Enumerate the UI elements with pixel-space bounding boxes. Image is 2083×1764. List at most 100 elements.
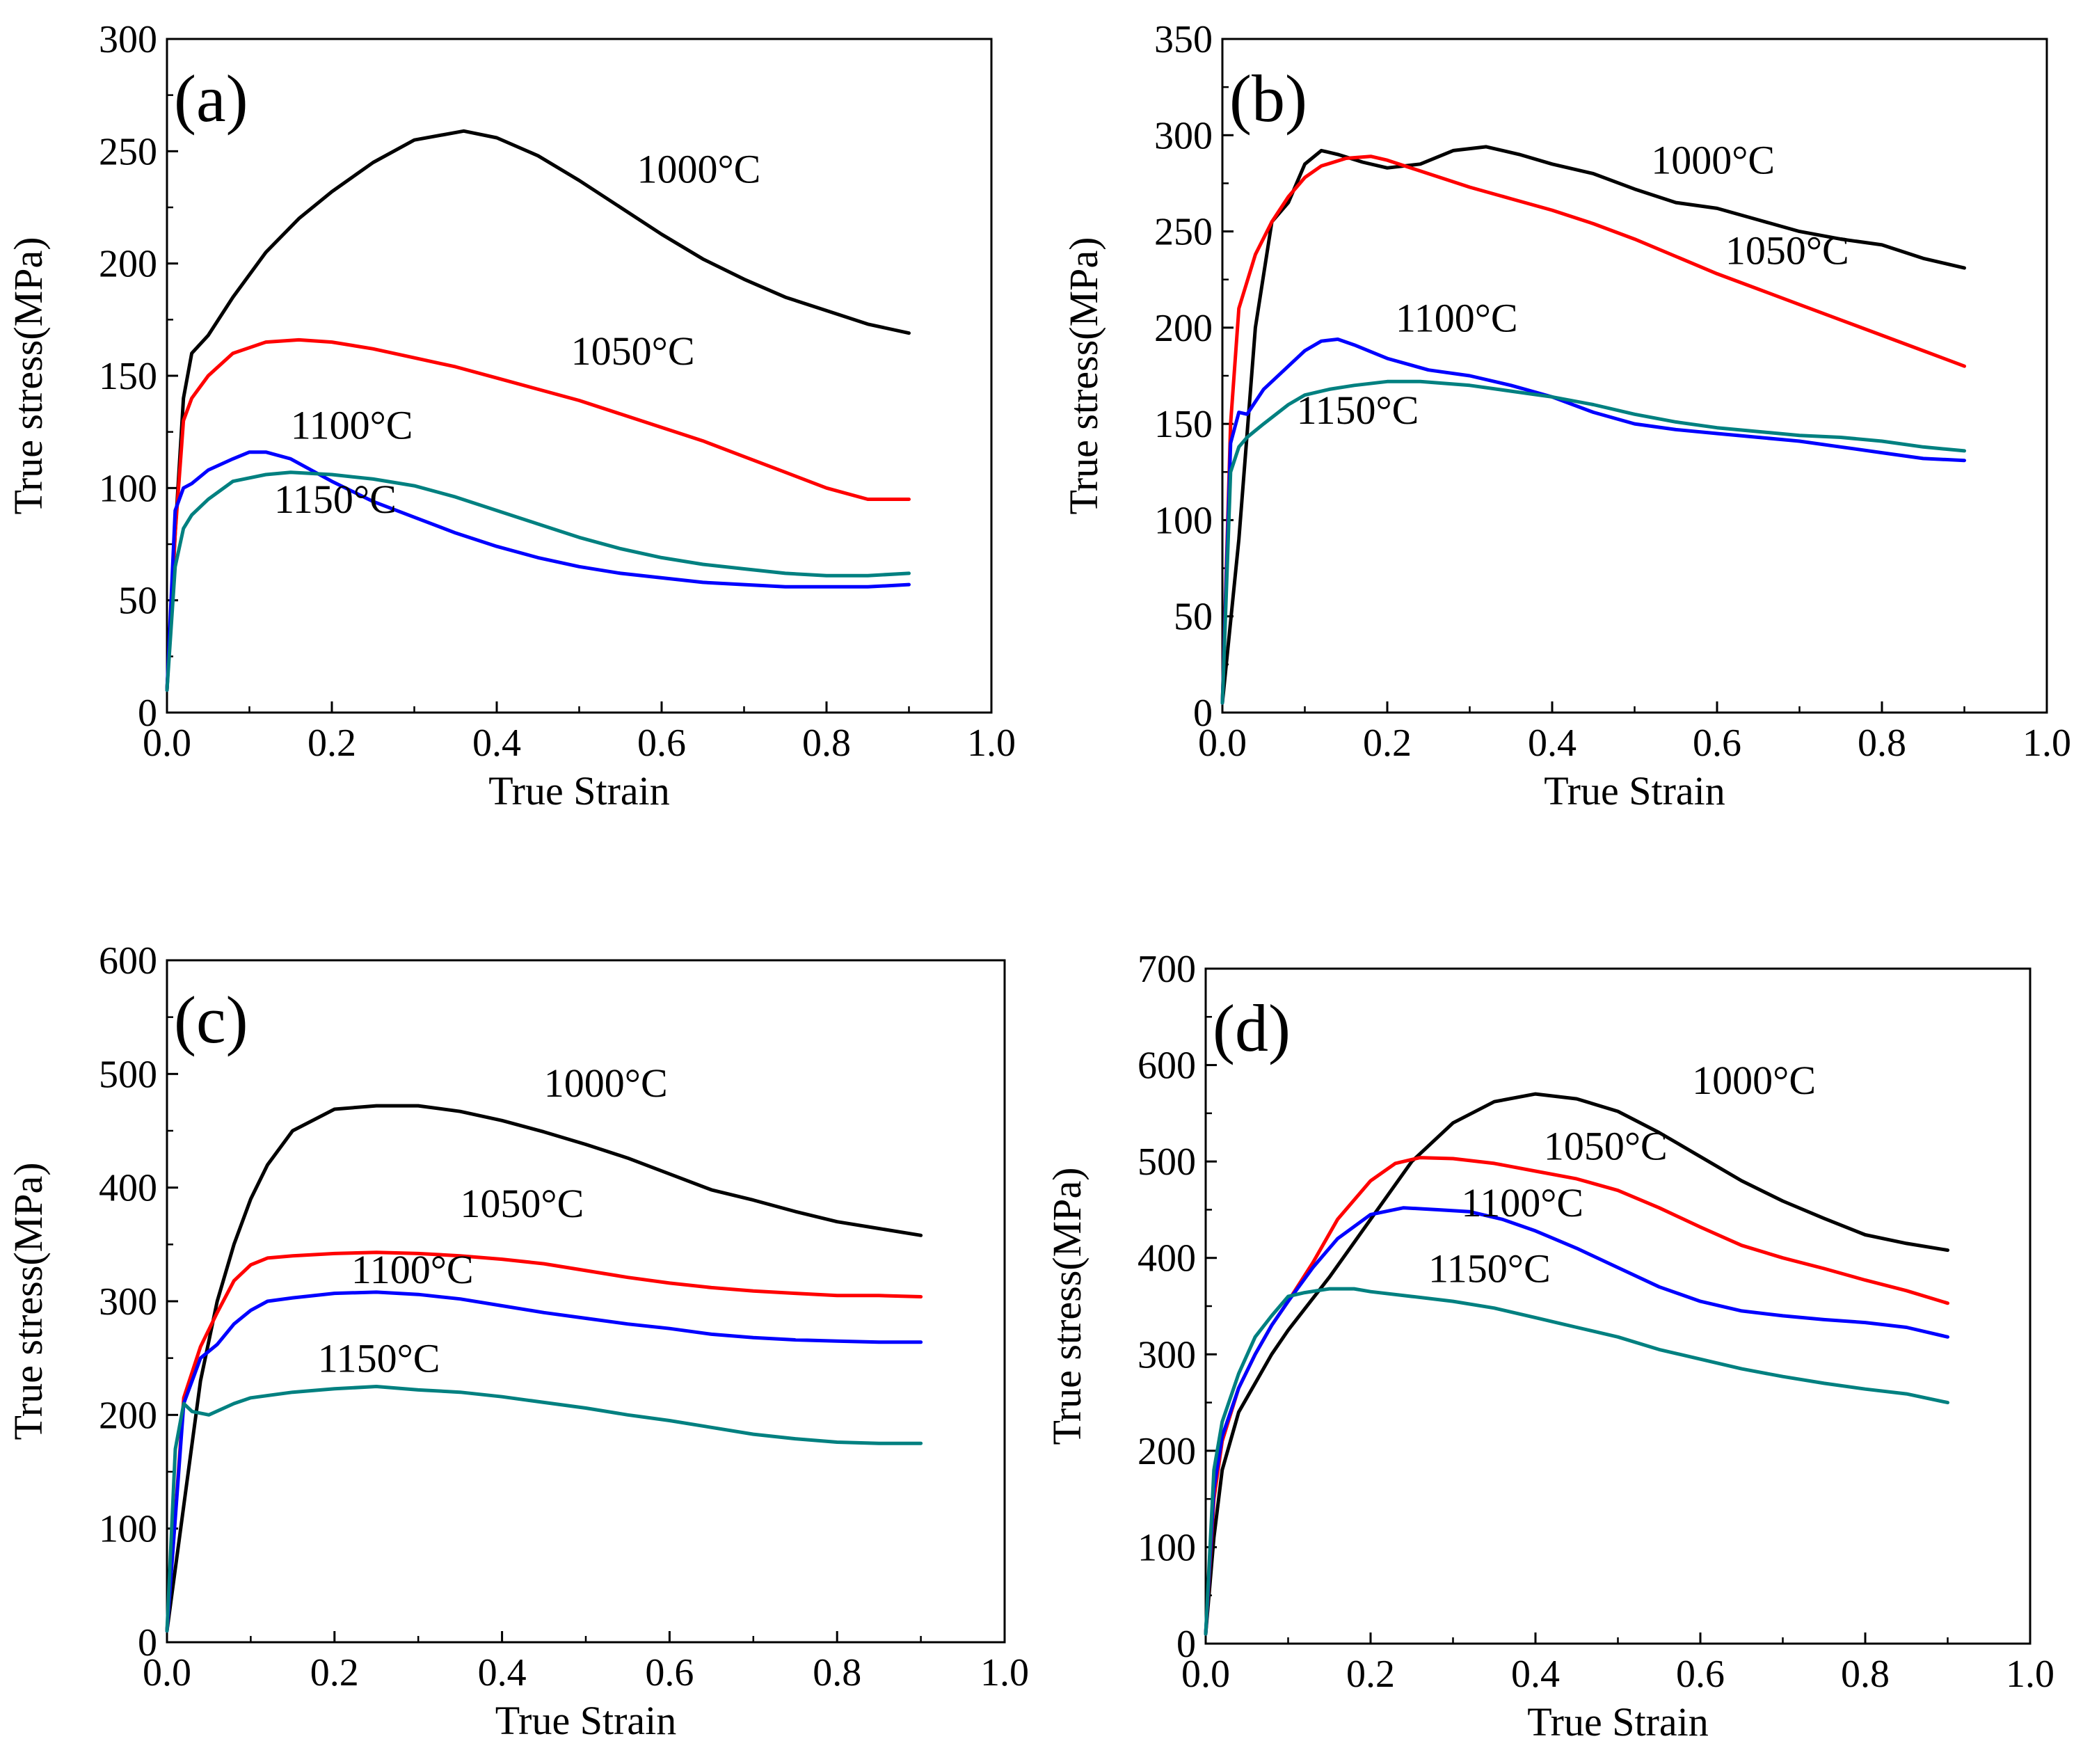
x-tick-label-a: 1.0	[967, 722, 1016, 765]
series-label-1000-d: 1000°C	[1692, 1058, 1816, 1103]
y-tick-label-d: 400	[1138, 1237, 1196, 1280]
series-label-1150-c: 1150°C	[318, 1335, 440, 1381]
panel-label-c: (c)	[174, 983, 248, 1057]
series-label-1100-a: 1100°C	[291, 402, 413, 447]
x-tick-label-b: 0.2	[1363, 722, 1412, 765]
x-tick-label-b: 0.0	[1198, 722, 1247, 765]
y-tick-label-d: 100	[1138, 1526, 1196, 1569]
y-tick-label-d: 200	[1138, 1430, 1196, 1473]
x-tick-label-a: 0.8	[802, 722, 851, 765]
y-tick-label-a: 150	[99, 355, 157, 398]
x-tick-label-b: 0.4	[1528, 722, 1577, 765]
y-tick-label-b: 50	[1174, 596, 1213, 639]
panel-label-d: (d)	[1213, 991, 1291, 1065]
x-tick-label-d: 0.0	[1181, 1653, 1230, 1696]
y-tick-label-c: 100	[99, 1508, 157, 1551]
series-line-1150-d	[1204, 1287, 1949, 1636]
x-axis-title-d: True Strain	[1527, 1699, 1709, 1745]
series-label-1000-a: 1000°C	[637, 147, 760, 192]
series-label-1050-a: 1050°C	[571, 328, 695, 374]
x-tick-label-c: 1.0	[980, 1651, 1029, 1694]
series-label-1050-c: 1050°C	[460, 1181, 584, 1226]
series-line-1100-d	[1204, 1206, 1949, 1636]
y-tick-label-c: 300	[99, 1280, 157, 1324]
series-line-1100-b	[1220, 337, 1966, 705]
y-axis-title-d: True stress(MPa)	[1044, 1167, 1090, 1445]
series-label-1150-a: 1150°C	[274, 477, 397, 522]
series-line-1050-a	[165, 337, 911, 692]
y-tick-label-a: 300	[99, 18, 157, 61]
x-tick-label-d: 0.6	[1676, 1653, 1725, 1696]
series-line-1000-b	[1220, 145, 1966, 705]
y-axis-title-a: True stress(MPa)	[6, 237, 51, 514]
x-tick-label-c: 0.2	[310, 1651, 359, 1694]
x-axis-title-c: True Strain	[495, 1698, 677, 1743]
y-tick-label-b: 200	[1154, 307, 1213, 350]
series-line-1150-c	[165, 1385, 923, 1633]
y-tick-label-c: 500	[99, 1053, 157, 1096]
x-tick-label-c: 0.4	[478, 1651, 527, 1694]
series-line-1000-a	[165, 129, 911, 692]
series-label-1050-b: 1050°C	[1725, 228, 1849, 273]
series-label-1000-c: 1000°C	[544, 1060, 668, 1106]
y-axis-title-c: True stress(MPa)	[6, 1162, 51, 1440]
y-tick-label-a: 250	[99, 130, 157, 173]
y-axis-title-b: True stress(MPa)	[1061, 237, 1106, 514]
x-tick-label-a: 0.0	[143, 722, 191, 765]
panel-b: 0.0 0.2 0.4 0.6 0.8 1.0 0 50 100 150 200 250 300 350 T…	[1061, 18, 2071, 813]
x-axis-title-b: True Strain	[1544, 768, 1725, 813]
series-line-1000-d	[1204, 1092, 1949, 1636]
y-tick-label-b: 150	[1154, 403, 1213, 446]
y-tick-label-b: 350	[1154, 18, 1213, 61]
x-tick-label-a: 0.4	[472, 722, 521, 765]
y-tick-label-c: 400	[99, 1167, 157, 1210]
y-tick-label-d: 700	[1138, 948, 1196, 991]
series-label-1150-d: 1150°C	[1428, 1246, 1551, 1291]
x-tick-label-c: 0.0	[143, 1651, 191, 1694]
y-tick-label-d: 300	[1138, 1333, 1196, 1376]
series-label-1050-d: 1050°C	[1544, 1123, 1668, 1168]
series-line-1150-a	[165, 470, 911, 692]
y-tick-label-c: 600	[99, 939, 157, 983]
x-tick-label-d: 0.8	[1841, 1653, 1890, 1696]
x-tick-label-d: 0.2	[1346, 1653, 1395, 1696]
series-line-1050-c	[165, 1250, 923, 1633]
x-tick-label-d: 1.0	[2006, 1653, 2054, 1696]
y-tick-label-d: 600	[1138, 1044, 1196, 1088]
series-label-1100-b: 1100°C	[1396, 295, 1518, 340]
series-line-1000-c	[165, 1104, 923, 1633]
y-tick-label-b: 300	[1154, 114, 1213, 157]
x-tick-label-b: 0.8	[1858, 722, 1906, 765]
x-tick-label-c: 0.8	[813, 1651, 861, 1694]
series-label-1100-c: 1100°C	[351, 1247, 474, 1292]
x-tick-label-b: 0.6	[1693, 722, 1741, 765]
panel-label-a: (a)	[174, 61, 248, 136]
x-tick-label-d: 0.4	[1511, 1653, 1560, 1696]
x-tick-label-a: 0.6	[637, 722, 686, 765]
series-line-1150-b	[1220, 379, 1966, 705]
y-tick-label-b: 0	[1193, 692, 1213, 735]
panel-d: 0.0 0.2 0.4 0.6 0.8 1.0 0 100 200 300 400 500 600 700…	[1044, 948, 2054, 1745]
y-tick-label-a: 50	[118, 580, 157, 623]
y-tick-label-b: 100	[1154, 499, 1213, 542]
y-tick-label-c: 200	[99, 1394, 157, 1437]
x-tick-label-c: 0.6	[645, 1651, 694, 1694]
x-tick-label-a: 0.2	[308, 722, 356, 765]
y-tick-label-a: 100	[99, 467, 157, 510]
series-label-1100-d: 1100°C	[1461, 1180, 1583, 1225]
y-tick-label-d: 500	[1138, 1141, 1196, 1184]
y-tick-label-a: 0	[138, 692, 157, 735]
panel-c: 0.0 0.2 0.4 0.6 0.8 1.0 0 100 200 300 400 500 600 Tru…	[6, 939, 1029, 1743]
y-tick-label-d: 0	[1176, 1623, 1196, 1666]
series-line-1050-b	[1220, 154, 1966, 705]
panel-a: 0.0 0.2 0.4 0.6 0.8 1.0 0 50 100 150 200 250 300 True…	[6, 18, 1016, 813]
y-tick-label-a: 200	[99, 243, 157, 286]
x-tick-label-b: 1.0	[2022, 722, 2071, 765]
x-axis-title-a: True Strain	[488, 768, 670, 813]
series-line-1100-a	[165, 450, 911, 692]
y-tick-label-c: 0	[138, 1621, 157, 1664]
series-line-1100-c	[165, 1290, 923, 1633]
y-tick-label-b: 250	[1154, 211, 1213, 254]
